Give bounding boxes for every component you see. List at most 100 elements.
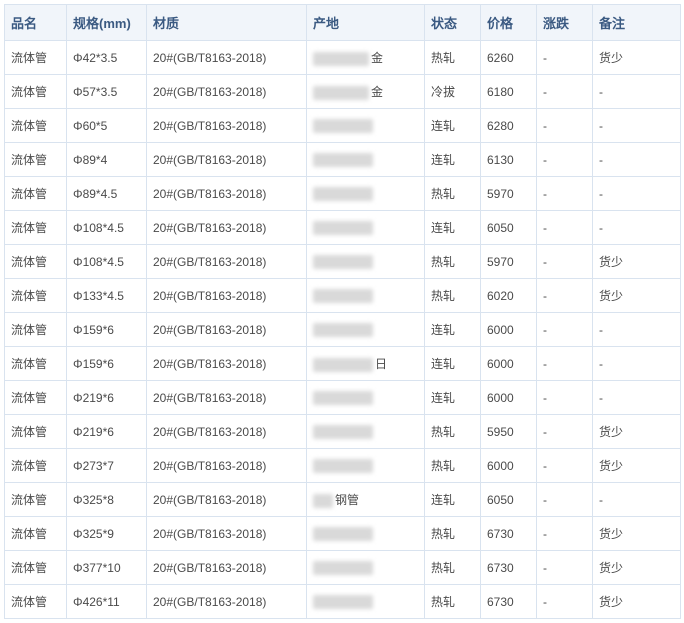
cell-price: 6730 [481, 551, 537, 585]
redacted-origin: ███ [313, 425, 373, 439]
cell-origin: ███ [307, 585, 425, 619]
cell-status: 连轧 [425, 347, 481, 381]
cell-status: 热轧 [425, 449, 481, 483]
cell-note: - [593, 313, 681, 347]
cell-status: 热轧 [425, 415, 481, 449]
cell-material: 20#(GB/T8163-2018) [147, 449, 307, 483]
cell-spec: Φ42*3.5 [67, 41, 147, 75]
cell-change: - [537, 109, 593, 143]
cell-material: 20#(GB/T8163-2018) [147, 109, 307, 143]
col-price: 价格 [481, 5, 537, 41]
redacted-origin: ███ [313, 221, 373, 235]
cell-change: - [537, 551, 593, 585]
table-row: 流体管Φ89*420#(GB/T8163-2018)███连轧6130-- [5, 143, 681, 177]
cell-change: - [537, 211, 593, 245]
cell-origin: ███ [307, 551, 425, 585]
cell-note: - [593, 347, 681, 381]
cell-change: - [537, 177, 593, 211]
cell-note: 货少 [593, 415, 681, 449]
cell-origin: ███日 [307, 347, 425, 381]
cell-origin: ███ [307, 279, 425, 313]
origin-suffix: 金 [371, 51, 383, 65]
cell-note: 货少 [593, 245, 681, 279]
cell-change: - [537, 585, 593, 619]
cell-material: 20#(GB/T8163-2018) [147, 143, 307, 177]
col-origin: 产地 [307, 5, 425, 41]
cell-name: 流体管 [5, 313, 67, 347]
redacted-origin: ███ [313, 153, 373, 167]
redacted-origin: ███ [313, 459, 373, 473]
cell-material: 20#(GB/T8163-2018) [147, 177, 307, 211]
cell-spec: Φ60*5 [67, 109, 147, 143]
redacted-origin: ███ [313, 86, 369, 100]
cell-status: 热轧 [425, 245, 481, 279]
cell-price: 6000 [481, 381, 537, 415]
cell-origin: ███ [307, 245, 425, 279]
cell-name: 流体管 [5, 449, 67, 483]
cell-spec: Φ219*6 [67, 381, 147, 415]
redacted-origin: ███ [313, 391, 373, 405]
cell-status: 热轧 [425, 177, 481, 211]
cell-change: - [537, 347, 593, 381]
redacted-origin: ███ [313, 289, 373, 303]
col-note: 备注 [593, 5, 681, 41]
cell-name: 流体管 [5, 75, 67, 109]
cell-note: 货少 [593, 585, 681, 619]
col-name: 品名 [5, 5, 67, 41]
cell-price: 6280 [481, 109, 537, 143]
cell-material: 20#(GB/T8163-2018) [147, 75, 307, 109]
cell-change: - [537, 279, 593, 313]
cell-price: 5970 [481, 177, 537, 211]
table-row: 流体管Φ377*1020#(GB/T8163-2018)███热轧6730-货少 [5, 551, 681, 585]
cell-material: 20#(GB/T8163-2018) [147, 585, 307, 619]
cell-status: 热轧 [425, 585, 481, 619]
cell-origin: ███ [307, 313, 425, 347]
cell-status: 连轧 [425, 483, 481, 517]
cell-spec: Φ159*6 [67, 313, 147, 347]
table-row: 流体管Φ219*620#(GB/T8163-2018)███连轧6000-- [5, 381, 681, 415]
cell-origin: ███钢管 [307, 483, 425, 517]
redacted-origin: ███ [313, 323, 373, 337]
table-row: 流体管Φ273*720#(GB/T8163-2018)███热轧6000-货少 [5, 449, 681, 483]
cell-price: 6180 [481, 75, 537, 109]
cell-change: - [537, 483, 593, 517]
cell-name: 流体管 [5, 279, 67, 313]
col-status: 状态 [425, 5, 481, 41]
cell-material: 20#(GB/T8163-2018) [147, 415, 307, 449]
cell-name: 流体管 [5, 347, 67, 381]
cell-status: 热轧 [425, 551, 481, 585]
cell-price: 6050 [481, 483, 537, 517]
cell-price: 5970 [481, 245, 537, 279]
cell-origin: ███ [307, 177, 425, 211]
cell-name: 流体管 [5, 41, 67, 75]
cell-spec: Φ219*6 [67, 415, 147, 449]
origin-suffix: 金 [371, 85, 383, 99]
cell-material: 20#(GB/T8163-2018) [147, 551, 307, 585]
cell-price: 6000 [481, 313, 537, 347]
cell-name: 流体管 [5, 177, 67, 211]
cell-change: - [537, 41, 593, 75]
cell-price: 5950 [481, 415, 537, 449]
cell-price: 6130 [481, 143, 537, 177]
table-row: 流体管Φ89*4.520#(GB/T8163-2018)███热轧5970-- [5, 177, 681, 211]
cell-origin: ███ [307, 143, 425, 177]
cell-material: 20#(GB/T8163-2018) [147, 279, 307, 313]
cell-price: 6000 [481, 449, 537, 483]
cell-name: 流体管 [5, 245, 67, 279]
cell-material: 20#(GB/T8163-2018) [147, 245, 307, 279]
cell-change: - [537, 313, 593, 347]
cell-name: 流体管 [5, 585, 67, 619]
cell-name: 流体管 [5, 415, 67, 449]
table-row: 流体管Φ219*620#(GB/T8163-2018)███热轧5950-货少 [5, 415, 681, 449]
cell-note: 货少 [593, 449, 681, 483]
cell-change: - [537, 381, 593, 415]
cell-price: 6020 [481, 279, 537, 313]
cell-material: 20#(GB/T8163-2018) [147, 313, 307, 347]
cell-material: 20#(GB/T8163-2018) [147, 211, 307, 245]
cell-status: 连轧 [425, 313, 481, 347]
cell-change: - [537, 449, 593, 483]
col-material: 材质 [147, 5, 307, 41]
cell-note: - [593, 109, 681, 143]
col-change: 涨跌 [537, 5, 593, 41]
table-header-row: 品名 规格(mm) 材质 产地 状态 价格 涨跌 备注 [5, 5, 681, 41]
